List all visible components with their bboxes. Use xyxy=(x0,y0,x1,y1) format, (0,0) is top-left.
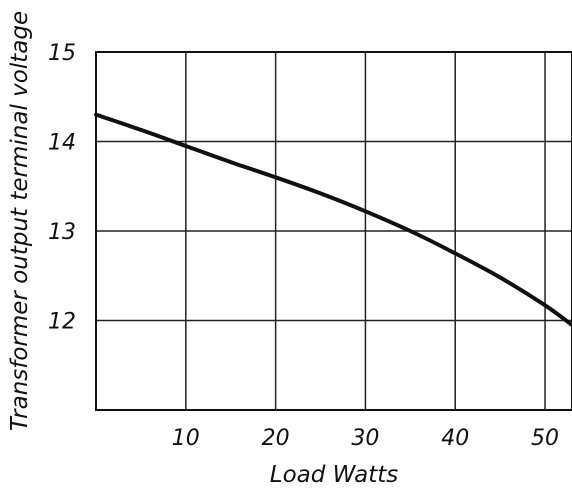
x-tick-label: 30 xyxy=(351,426,379,451)
grid xyxy=(96,52,572,410)
x-axis-label: Load Watts xyxy=(270,462,399,488)
x-tick-label: 40 xyxy=(441,426,469,451)
y-tick-label: 14 xyxy=(48,131,76,156)
tick-labels: 10 20 30 40 50 12 13 14 15 xyxy=(48,41,559,451)
series-layer xyxy=(94,112,572,327)
x-tick-label: 10 xyxy=(172,426,200,451)
y-tick-label: 15 xyxy=(48,41,76,66)
y-tick-label: 12 xyxy=(48,310,76,335)
x-tick-label: 50 xyxy=(531,426,559,451)
plot-frame xyxy=(95,51,572,411)
series-line-0 xyxy=(94,112,572,327)
y-tick-label: 13 xyxy=(48,220,76,245)
x-tick-label: 20 xyxy=(262,426,290,451)
y-axis-label: Transformer output terminal voltage xyxy=(7,11,33,431)
